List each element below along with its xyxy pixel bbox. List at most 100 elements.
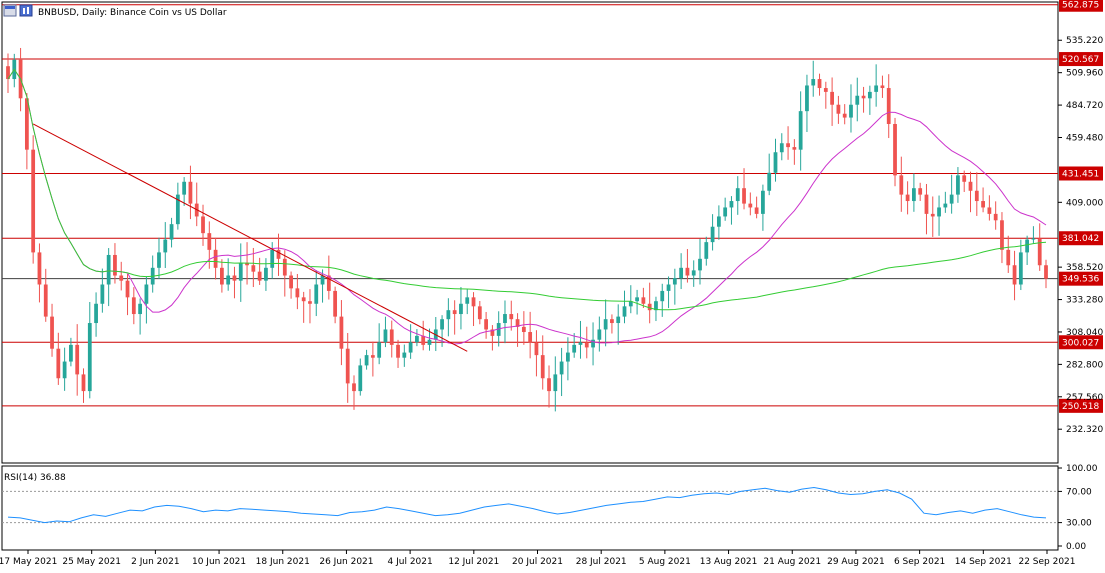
bullish-candle [572, 344, 577, 353]
bullish-candle [635, 297, 639, 302]
bullish-candle [62, 361, 67, 379]
bullish-candle [238, 262, 243, 281]
bearish-candle [396, 344, 400, 358]
bullish-candle [169, 224, 174, 240]
bullish-candle [503, 314, 507, 324]
bullish-candle [723, 207, 728, 217]
bearish-candle [886, 88, 891, 124]
bearish-candle [56, 348, 61, 379]
bearish-candle [326, 275, 331, 291]
chart-window-icon-bar [5, 6, 15, 9]
bearish-candle [245, 262, 249, 266]
bearish-candle [547, 378, 551, 392]
bearish-candle [188, 181, 193, 204]
bearish-candle [43, 284, 48, 317]
bearish-candle [333, 290, 338, 317]
price-tick-label: 232.320 [1066, 425, 1103, 435]
bearish-candle [981, 201, 985, 208]
bearish-candle [113, 254, 117, 276]
bearish-candle [742, 188, 746, 204]
bullish-candle [949, 194, 954, 204]
chart-window-icon [3, 4, 17, 17]
bullish-candle [440, 319, 444, 330]
current-price-label: 349.536 [1062, 275, 1099, 285]
date-tick-label: 17 May 2021 [0, 557, 57, 567]
bullish-candle [364, 355, 369, 366]
date-tick-label: 26 Jun 2021 [319, 557, 373, 567]
date-tick-label: 12 Jul 2021 [448, 557, 499, 567]
bearish-candle [993, 213, 998, 221]
bearish-candle [484, 319, 488, 330]
moving-average-slow-line [7, 68, 1047, 311]
bearish-candle [974, 190, 979, 202]
bearish-candle [918, 188, 923, 195]
bullish-candle [553, 374, 558, 392]
bearish-candle [830, 91, 834, 105]
bullish-candle [591, 339, 595, 348]
bullish-candle [559, 361, 564, 375]
bearish-candle [131, 297, 136, 315]
bullish-candle [761, 190, 765, 214]
level-price-label: 250.518 [1062, 402, 1099, 412]
bearish-candle [792, 147, 797, 150]
bearish-candle [987, 207, 992, 214]
bearish-candle [817, 79, 822, 89]
bearish-candle [861, 95, 866, 99]
bullish-candle [408, 342, 413, 353]
bearish-candle [786, 143, 790, 148]
bullish-candle [622, 306, 627, 317]
bullish-candle [698, 258, 702, 271]
bearish-candle [899, 175, 904, 195]
level-price-tag [1059, 52, 1103, 67]
date-tick-label: 5 Aug 2021 [639, 557, 691, 567]
bearish-candle [1037, 238, 1042, 266]
bullish-candle [666, 284, 671, 291]
bullish-candle [672, 278, 677, 285]
date-tick-label: 21 Aug 2021 [763, 557, 821, 567]
bullish-candle [144, 284, 149, 304]
bullish-candle [459, 303, 463, 315]
bearish-candle [521, 326, 526, 333]
price-tick-label: 509.960 [1066, 69, 1103, 79]
level-price-label: 562.875 [1062, 1, 1099, 11]
bearish-candle [968, 181, 973, 191]
bullish-candle [597, 329, 602, 340]
bullish-candle [270, 249, 275, 268]
bullish-candle [679, 267, 684, 279]
bullish-candle [226, 275, 231, 285]
current-price-tag [1059, 271, 1103, 286]
bearish-candle [24, 98, 29, 150]
price-tick-label: 282.800 [1066, 360, 1103, 370]
price-tick-label: 257.560 [1066, 393, 1103, 403]
bullish-candle [956, 175, 960, 195]
bearish-candle [251, 265, 256, 272]
bearish-candle [289, 275, 293, 289]
bullish-candle [69, 344, 73, 362]
bearish-candle [515, 319, 520, 327]
bullish-candle [264, 267, 268, 281]
bearish-candle [232, 275, 237, 281]
bullish-candle [855, 95, 860, 105]
bullish-candle [100, 284, 105, 304]
bullish-candle [628, 301, 633, 307]
bearish-candle [119, 275, 124, 281]
bullish-candle [94, 303, 98, 324]
bullish-candle [867, 91, 872, 99]
bearish-candle [490, 329, 495, 336]
rsi-tick-label: 30.00 [1066, 519, 1092, 529]
bullish-candle [716, 216, 721, 227]
bullish-candle [415, 335, 419, 343]
price-tick-label: 459.480 [1066, 134, 1103, 144]
level-price-tag [1059, 166, 1103, 181]
bullish-candle [937, 207, 941, 217]
bearish-candle [201, 216, 205, 234]
bullish-candle [175, 194, 180, 225]
main-plot-frame [1, 1, 1059, 464]
bullish-candle [805, 85, 809, 112]
price-tick-label: 308.040 [1066, 328, 1103, 338]
rsi-tick-label: 70.00 [1066, 487, 1092, 497]
bearish-candle [295, 288, 300, 298]
bearish-candle [345, 348, 350, 384]
